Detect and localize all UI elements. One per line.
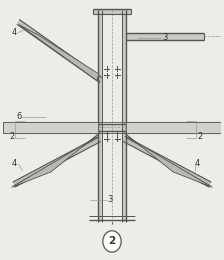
Text: 4: 4	[195, 159, 200, 168]
Polygon shape	[124, 133, 213, 187]
Text: 4: 4	[11, 28, 17, 37]
Text: 2: 2	[108, 236, 116, 246]
Polygon shape	[123, 136, 211, 187]
Bar	[3, 122, 98, 133]
Bar	[122, 10, 126, 222]
Polygon shape	[11, 133, 100, 187]
Text: 2: 2	[197, 132, 202, 141]
Bar	[98, 10, 102, 222]
Bar	[3, 124, 221, 131]
Polygon shape	[17, 20, 102, 83]
Polygon shape	[20, 26, 99, 80]
Bar	[93, 9, 131, 14]
Bar	[126, 122, 221, 133]
Circle shape	[103, 231, 121, 252]
Text: 3: 3	[108, 196, 113, 204]
Text: 4: 4	[11, 159, 17, 168]
Polygon shape	[13, 136, 101, 187]
Text: 6: 6	[16, 112, 21, 120]
Text: 2: 2	[9, 132, 15, 141]
Bar	[126, 33, 204, 40]
Text: 3: 3	[162, 33, 168, 42]
